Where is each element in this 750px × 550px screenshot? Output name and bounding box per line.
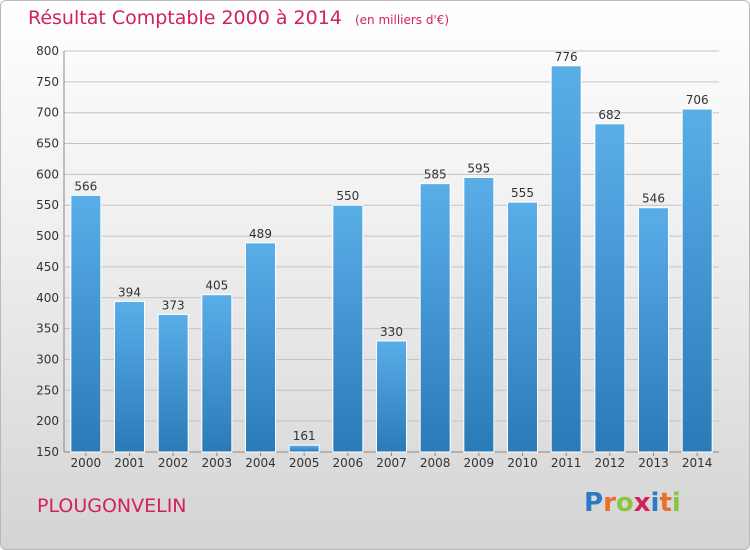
y-tick-label: 750	[36, 75, 59, 89]
bar-value-label: 555	[511, 186, 534, 200]
bar	[70, 194, 102, 453]
chart-subtitle: (en milliers d'€)	[354, 13, 450, 27]
x-tick-label: 2014	[682, 456, 713, 470]
bar-value-label: 682	[598, 108, 621, 122]
y-tick-label: 350	[36, 322, 59, 336]
y-tick-label: 550	[36, 198, 59, 212]
bars	[70, 65, 713, 453]
logo-letter: r	[603, 488, 616, 518]
bar-value-label: 405	[205, 279, 228, 293]
x-tick-label: 2005	[289, 456, 320, 470]
proxiti-logo: Proxiti	[584, 488, 681, 518]
bar	[638, 207, 669, 453]
x-tick-label: 2011	[551, 456, 582, 470]
y-tick-label: 650	[36, 137, 59, 151]
logo-letter: P	[584, 488, 604, 518]
logo-letter: i	[671, 488, 681, 518]
bar	[507, 201, 538, 453]
y-tick-label: 450	[36, 260, 59, 274]
bar-value-label: 706	[686, 93, 709, 107]
x-tick-label: 2002	[158, 456, 189, 470]
x-tick-label: 2006	[333, 456, 364, 470]
data-labels: 566 394 373 405 489 161 550 330 585 595 555 776 682 5…	[74, 50, 708, 443]
x-tick-label: 2012	[595, 456, 626, 470]
logo-letter: x	[633, 488, 651, 518]
x-tick-label: 2004	[245, 456, 276, 470]
bar-value-label: 489	[249, 227, 272, 241]
x-tick-label: 2013	[638, 456, 669, 470]
bar-value-label: 585	[424, 168, 447, 182]
bar-value-label: 394	[118, 285, 141, 299]
logo-letter: i	[650, 488, 660, 518]
bar	[681, 108, 713, 453]
bar	[332, 204, 364, 453]
x-tick-label: 2009	[464, 456, 495, 470]
bar	[245, 242, 276, 453]
bar	[594, 123, 626, 453]
y-tick-label: 500	[36, 229, 59, 243]
bar	[201, 294, 233, 453]
place-name: PLOUGONVELIN	[37, 495, 187, 517]
x-tick-label: 2001	[114, 456, 145, 470]
y-tick-label: 250	[36, 383, 59, 397]
bar	[550, 65, 582, 453]
y-tick-label: 600	[36, 167, 59, 181]
chart-title-row: Résultat Comptable 2000 à 2014 (en milli…	[28, 7, 449, 29]
bar	[114, 300, 145, 453]
bar-value-label: 566	[74, 179, 97, 193]
x-tick-label: 2000	[71, 456, 102, 470]
bar	[376, 340, 407, 453]
y-tick-label: 200	[36, 414, 59, 428]
bar-value-label: 546	[642, 192, 665, 206]
bar	[463, 176, 495, 453]
logo-letter: o	[615, 488, 634, 518]
bar-value-label: 550	[336, 189, 359, 203]
bar-value-label: 373	[162, 298, 185, 312]
y-tick-label: 700	[36, 106, 59, 120]
bar	[419, 183, 451, 453]
x-tick-label: 2010	[507, 456, 538, 470]
y-tick-label: 400	[36, 291, 59, 305]
x-tick-label: 2008	[420, 456, 451, 470]
bar	[157, 313, 189, 453]
bar	[288, 444, 320, 453]
y-tick-label: 300	[36, 352, 59, 366]
bar-value-label: 161	[293, 429, 316, 443]
y-tick-label: 800	[36, 44, 59, 58]
bar-value-label: 330	[380, 325, 403, 339]
x-tick-label: 2007	[376, 456, 407, 470]
logo-letter: t	[659, 488, 672, 518]
chart-title: Résultat Comptable 2000 à 2014	[28, 7, 342, 29]
bar-value-label: 776	[555, 50, 578, 64]
x-tick-label: 2003	[202, 456, 233, 470]
bar-value-label: 595	[467, 161, 490, 175]
y-tick-label: 150	[36, 445, 59, 459]
